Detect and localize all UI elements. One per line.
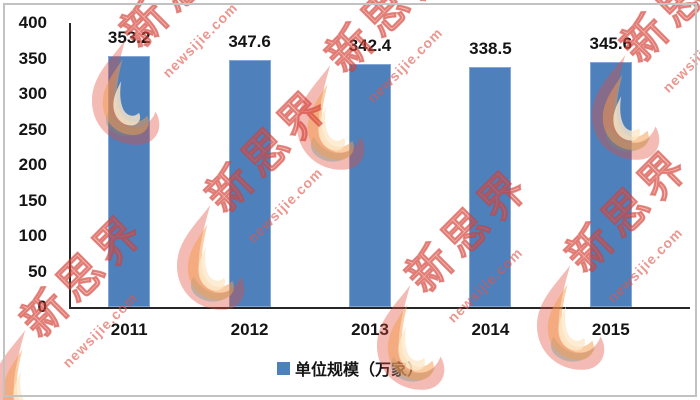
bar-2012 <box>228 60 271 307</box>
bar-value-label: 353.2 <box>107 28 151 48</box>
legend-marker-square <box>276 361 290 375</box>
y-axis-tick-label: 100 <box>18 226 47 245</box>
y-axis-line <box>69 23 71 309</box>
bar-value-label: 338.5 <box>469 38 512 58</box>
y-axis-tick-label: 50 <box>28 261 47 281</box>
bar-2014 <box>469 66 512 307</box>
bar-value-label: 347.6 <box>228 32 271 52</box>
y-axis-tick-label: 250 <box>18 119 47 139</box>
y-axis-tick-label: 150 <box>18 190 47 210</box>
x-axis-label: 2013 <box>351 320 389 339</box>
y-axis-tick-label: 350 <box>18 48 47 68</box>
x-axis-label: 2012 <box>230 320 269 339</box>
bar-2015 <box>589 61 632 307</box>
bar-2013 <box>349 63 391 307</box>
x-axis-label: 2014 <box>471 320 510 339</box>
legend-label: 单位规模（万家） <box>294 362 423 379</box>
bar-2011 <box>108 56 151 307</box>
x-axis-label: 2011 <box>110 320 148 339</box>
bar-value-label: 345.6 <box>589 33 633 53</box>
y-axis-tick-label: 200 <box>18 155 47 174</box>
legend: 单位规模（万家） <box>0 356 700 380</box>
x-axis-label: 2015 <box>591 320 630 339</box>
y-axis-tick-label: 0 <box>37 297 47 316</box>
x-axis-line <box>69 307 690 309</box>
y-axis-tick-label: 400 <box>18 13 47 32</box>
y-axis-tick-label: 300 <box>18 84 47 103</box>
bar-value-label: 342.4 <box>348 35 392 55</box>
